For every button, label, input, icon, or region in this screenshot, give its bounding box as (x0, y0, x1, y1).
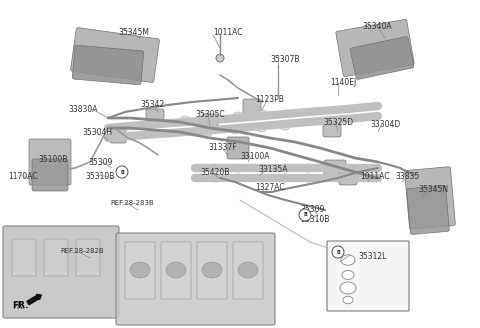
FancyBboxPatch shape (44, 239, 68, 276)
Ellipse shape (303, 174, 313, 182)
Ellipse shape (202, 262, 222, 278)
Ellipse shape (166, 262, 186, 278)
Ellipse shape (130, 262, 150, 278)
Ellipse shape (257, 174, 267, 182)
Text: 1327AC: 1327AC (255, 183, 285, 192)
Text: 35420B: 35420B (200, 168, 229, 177)
FancyBboxPatch shape (339, 171, 357, 185)
Ellipse shape (342, 271, 354, 279)
Ellipse shape (180, 116, 190, 124)
Ellipse shape (341, 255, 355, 265)
FancyBboxPatch shape (405, 167, 456, 229)
Ellipse shape (343, 296, 353, 304)
Text: 35325D: 35325D (323, 118, 353, 127)
Ellipse shape (210, 164, 220, 172)
FancyBboxPatch shape (76, 239, 100, 276)
FancyBboxPatch shape (146, 109, 164, 127)
FancyBboxPatch shape (243, 99, 261, 117)
Ellipse shape (155, 118, 165, 126)
FancyBboxPatch shape (327, 241, 409, 311)
Circle shape (116, 166, 128, 178)
Circle shape (299, 209, 311, 221)
Text: 33835: 33835 (395, 172, 419, 181)
Ellipse shape (340, 282, 356, 294)
FancyBboxPatch shape (72, 45, 144, 85)
FancyBboxPatch shape (323, 119, 341, 137)
Text: B: B (303, 213, 307, 217)
Text: FR.: FR. (12, 302, 25, 311)
FancyBboxPatch shape (110, 127, 126, 143)
Circle shape (332, 246, 344, 258)
FancyBboxPatch shape (233, 242, 263, 299)
Text: FR.: FR. (12, 300, 28, 310)
Text: B: B (120, 170, 124, 174)
Text: 1011AC: 1011AC (213, 28, 242, 37)
Ellipse shape (257, 124, 267, 132)
Text: 35305C: 35305C (195, 110, 225, 119)
FancyBboxPatch shape (227, 137, 249, 159)
Text: 35345N: 35345N (418, 185, 448, 194)
Text: 1011AC: 1011AC (360, 172, 389, 181)
Text: 35312L: 35312L (358, 252, 386, 261)
Text: 33135A: 33135A (258, 165, 288, 174)
Text: 35304H: 35304H (82, 128, 112, 137)
FancyBboxPatch shape (161, 242, 191, 299)
Text: 31337F: 31337F (208, 143, 237, 152)
FancyBboxPatch shape (3, 226, 119, 318)
Ellipse shape (216, 54, 224, 62)
Text: 35310B: 35310B (85, 172, 114, 181)
FancyBboxPatch shape (202, 114, 218, 130)
Ellipse shape (238, 262, 258, 278)
FancyBboxPatch shape (407, 186, 449, 235)
Text: 33100A: 33100A (240, 152, 269, 161)
FancyBboxPatch shape (336, 19, 414, 77)
Ellipse shape (207, 114, 217, 122)
Text: 35307B: 35307B (270, 55, 300, 64)
FancyArrow shape (27, 295, 41, 305)
Ellipse shape (257, 110, 267, 118)
Ellipse shape (233, 112, 243, 120)
FancyBboxPatch shape (324, 160, 346, 176)
FancyBboxPatch shape (29, 139, 71, 185)
Ellipse shape (280, 164, 290, 172)
Ellipse shape (230, 126, 240, 134)
FancyBboxPatch shape (350, 36, 414, 79)
Text: 35100B: 35100B (38, 155, 67, 164)
FancyBboxPatch shape (197, 242, 227, 299)
Text: B: B (336, 250, 340, 255)
Ellipse shape (233, 174, 243, 182)
Ellipse shape (257, 164, 267, 172)
Text: 33304D: 33304D (370, 120, 400, 129)
Ellipse shape (210, 174, 220, 182)
Ellipse shape (280, 174, 290, 182)
Text: 33830A: 33830A (68, 105, 97, 114)
Text: 1123PB: 1123PB (255, 95, 284, 104)
FancyBboxPatch shape (12, 239, 36, 276)
Text: 35340A: 35340A (362, 22, 392, 31)
Text: 35345M: 35345M (118, 28, 149, 37)
FancyBboxPatch shape (125, 242, 155, 299)
Text: 35309: 35309 (300, 205, 324, 214)
Text: 35310B: 35310B (300, 215, 329, 224)
Text: 35309: 35309 (88, 158, 112, 167)
Text: REF.28-282B: REF.28-282B (60, 248, 104, 254)
FancyBboxPatch shape (116, 233, 275, 325)
Text: REF.28-283B: REF.28-283B (110, 200, 154, 206)
Text: 1140EJ: 1140EJ (330, 78, 356, 87)
Ellipse shape (233, 164, 243, 172)
Text: 1170AC: 1170AC (8, 172, 37, 181)
Ellipse shape (303, 164, 313, 172)
FancyBboxPatch shape (71, 28, 159, 82)
Text: 35342: 35342 (140, 100, 164, 109)
Ellipse shape (203, 128, 213, 136)
FancyBboxPatch shape (32, 159, 68, 191)
Ellipse shape (280, 122, 290, 130)
